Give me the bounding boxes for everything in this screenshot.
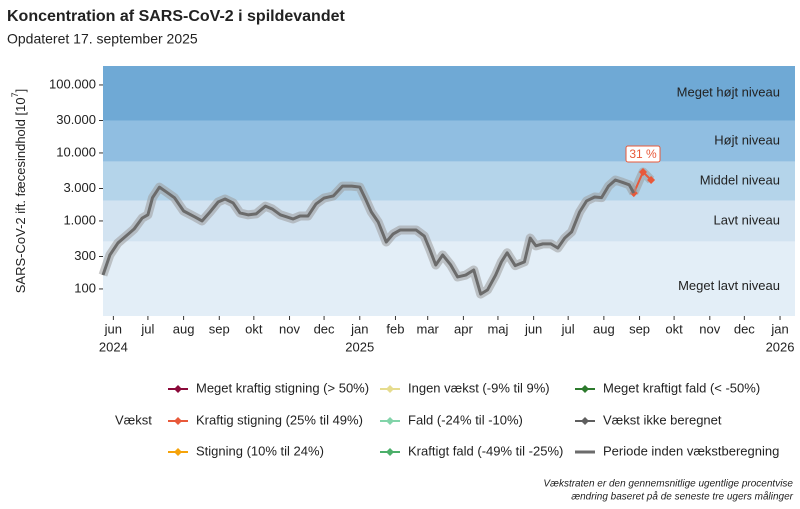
x-tick-label: jun (104, 321, 122, 336)
x-tick-label: jan (770, 321, 788, 336)
legend-marker (174, 448, 182, 456)
y-tick-label: 100 (74, 280, 96, 295)
y-label-text: SARS-CoV-2 ift. fæcesindhold [10 (13, 97, 28, 293)
level-band (103, 66, 795, 121)
value-label: 31 % (629, 147, 657, 161)
x-tick-label: mar (417, 321, 440, 336)
x-tick-label: aug (173, 321, 195, 336)
x-tick-label: jul (561, 321, 575, 336)
x-tick-label: nov (279, 321, 300, 336)
y-label-end: ] (13, 89, 28, 93)
legend-marker (174, 417, 182, 425)
x-tick-label: dec (734, 321, 755, 336)
level-band (103, 241, 795, 316)
chart-title: Koncentration af SARS-CoV-2 i spildevand… (7, 8, 346, 25)
series-line (101, 178, 636, 296)
legend-label: Kraftig stigning (25% til 49%) (196, 412, 363, 427)
y-tick-label: 10.000 (56, 144, 96, 159)
footnote: ændring baseret på de seneste tre ugers … (571, 491, 793, 503)
level-band (103, 161, 795, 201)
legend-marker (581, 385, 589, 393)
x-tick-label: jan (350, 321, 368, 336)
band-label: Meget højt niveau (677, 85, 780, 100)
value-label-box (625, 145, 661, 163)
legend-label: Vækst ikke beregnet (603, 412, 722, 427)
y-tick-label: 30.000 (56, 112, 96, 127)
x-year-label: 2025 (345, 339, 374, 354)
legend-marker (386, 417, 394, 425)
legend-marker (581, 417, 589, 425)
x-tick-label: dec (314, 321, 335, 336)
x-tick-label: maj (487, 321, 508, 336)
x-tick-label: feb (386, 321, 404, 336)
x-tick-label: okt (665, 321, 683, 336)
y-tick-label: 300 (74, 248, 96, 263)
x-tick-label: sep (629, 321, 650, 336)
y-tick-label: 3.000 (63, 180, 96, 195)
x-tick-label: sep (209, 321, 230, 336)
legend-title: Vækst (115, 412, 152, 427)
x-tick-label: apr (454, 321, 473, 336)
level-band (103, 120, 795, 162)
legend-marker (386, 448, 394, 456)
y-tick-label: 1.000 (63, 212, 96, 227)
legend-label: Kraftigt fald (-49% til -25%) (408, 443, 563, 458)
chart-subtitle: Opdateret 17. september 2025 (7, 31, 198, 47)
y-label-sup: 7 (10, 92, 20, 97)
legend-label: Meget kraftig stigning (> 50%) (196, 380, 369, 395)
legend-label: Stigning (10% til 24%) (196, 443, 324, 458)
point (647, 176, 656, 185)
x-year-label: 2024 (99, 339, 128, 354)
x-tick-label: aug (593, 321, 615, 336)
legend-label: Fald (-24% til -10%) (408, 412, 523, 427)
legend-marker (386, 385, 394, 393)
band-label: Lavt niveau (714, 212, 781, 227)
y-axis-label: SARS-CoV-2 ift. fæcesindhold [107] (10, 89, 28, 293)
legend-label: Meget kraftigt fald (< -50%) (603, 380, 760, 395)
point (639, 167, 648, 176)
band-label: Meget lavt niveau (678, 278, 780, 293)
x-tick-label: okt (245, 321, 263, 336)
legend-label: Ingen vækst (-9% til 9%) (408, 380, 550, 395)
x-tick-label: jul (140, 321, 154, 336)
x-tick-label: nov (699, 321, 720, 336)
legend-label: Periode inden vækstberegning (603, 443, 779, 458)
x-tick-label: jun (524, 321, 542, 336)
x-year-label: 2026 (766, 339, 795, 354)
y-tick-label: 100.000 (49, 76, 96, 91)
band-label: Højt niveau (714, 132, 780, 147)
footnote: Vækstraten er den gennemsnitlige ugentli… (543, 479, 793, 490)
legend-marker (174, 385, 182, 393)
band-label: Middel niveau (700, 172, 780, 187)
